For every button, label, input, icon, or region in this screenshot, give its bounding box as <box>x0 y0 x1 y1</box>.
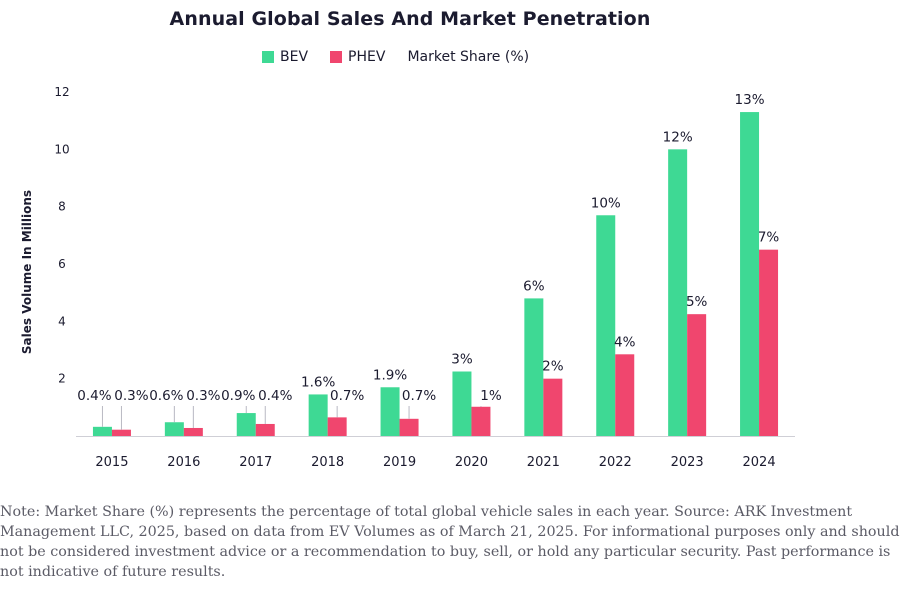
bar-phev-2024 <box>759 249 779 436</box>
x-tick-label: 2016 <box>167 455 200 470</box>
bar-bev-2023 <box>668 149 688 437</box>
data-label-bev: 0.9% <box>221 388 255 404</box>
bar-bev-2019 <box>380 387 400 436</box>
y-tick-label: 12 <box>54 85 69 99</box>
data-label-phev: 2% <box>542 359 564 375</box>
data-label-bev: 10% <box>591 195 621 211</box>
x-tick-label: 2015 <box>95 455 128 470</box>
x-tick-label: 2024 <box>743 455 776 470</box>
data-label-phev: 0.3% <box>114 388 148 404</box>
data-label-phev: 0.4% <box>258 388 292 404</box>
data-label-phev: 0.7% <box>330 388 364 404</box>
x-tick-label: 2023 <box>671 455 704 470</box>
bar-phev-2016 <box>183 427 203 436</box>
bar-bev-2021 <box>524 298 544 436</box>
bar-bev-2017 <box>236 413 256 436</box>
legend-label-market-share: Market Share (%) <box>407 49 530 65</box>
bar-phev-2018 <box>327 417 347 436</box>
bar-phev-2023 <box>687 314 707 436</box>
data-label-phev: 5% <box>686 294 708 310</box>
legend-item-phev: PHEV <box>330 49 385 65</box>
bar-chart: 2 4 6 8 10 12 Sales Volume In Millions 2015 0.4%… <box>20 85 795 470</box>
bar-bev-2020 <box>452 371 472 436</box>
x-tick-label: 2020 <box>455 455 488 470</box>
y-tick-label: 6 <box>58 257 66 271</box>
x-tick-label: 2021 <box>527 455 560 470</box>
data-label-bev: 0.6% <box>149 388 183 404</box>
bar-phev-2020 <box>471 406 491 436</box>
legend-label-bev: BEV <box>280 49 309 65</box>
data-label-bev: 12% <box>663 129 693 145</box>
legend-swatch-bev <box>262 51 274 63</box>
bar-bev-2024 <box>740 112 760 437</box>
chart-legend: BEV PHEV Market Share (%) <box>262 47 551 67</box>
bar-bev-2022 <box>596 215 616 436</box>
x-tick-label: 2017 <box>239 455 272 470</box>
legend-item-market-share: Market Share (%) <box>407 49 529 65</box>
legend-item-bev: BEV <box>262 49 308 65</box>
data-label-bev: 13% <box>735 92 765 108</box>
footnote: Note: Market Share (%) represents the pe… <box>0 504 900 580</box>
bar-bev-2018 <box>308 394 328 436</box>
x-tick-label: 2018 <box>311 455 344 470</box>
bar-phev-2017 <box>255 423 275 436</box>
bar-phev-2015 <box>111 429 131 436</box>
bar-phev-2019 <box>399 418 419 436</box>
bar-phev-2022 <box>615 354 635 436</box>
data-label-phev: 0.7% <box>402 388 436 404</box>
x-tick-label: 2022 <box>599 455 632 470</box>
y-tick-label: 10 <box>54 142 69 156</box>
y-tick-label: 2 <box>58 372 66 386</box>
legend-label-phev: PHEV <box>348 49 386 65</box>
data-label-bev: 0.4% <box>77 388 111 404</box>
legend-swatch-phev <box>330 51 343 63</box>
bar-bev-2016 <box>164 422 184 436</box>
data-label-phev: 0.3% <box>186 388 220 404</box>
data-label-phev: 7% <box>758 230 780 246</box>
bar-bev-2015 <box>92 426 112 436</box>
data-label-phev: 4% <box>614 334 636 350</box>
y-tick-label: 8 <box>58 200 66 214</box>
bar-phev-2021 <box>543 378 563 436</box>
data-label-bev: 6% <box>523 278 545 294</box>
data-label-bev: 1.6% <box>301 374 335 390</box>
data-label-bev: 3% <box>451 352 473 368</box>
chart-title: Annual Global Sales And Market Penetrati… <box>169 8 651 30</box>
y-tick-label: 4 <box>58 314 66 328</box>
data-label-bev: 1.9% <box>373 367 407 383</box>
y-axis-title: Sales Volume In Millions <box>20 190 34 354</box>
x-tick-label: 2019 <box>383 455 416 470</box>
data-label-phev: 1% <box>480 388 502 404</box>
